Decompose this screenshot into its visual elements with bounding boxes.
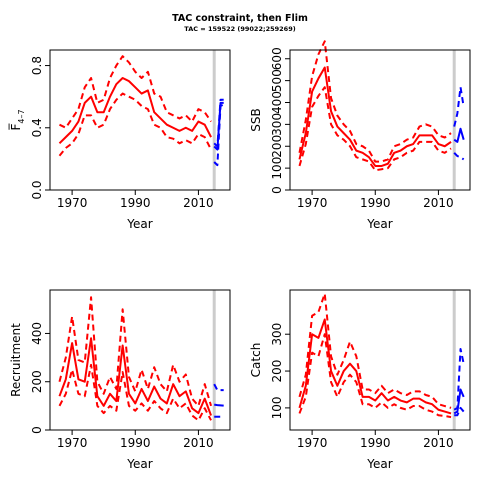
projection-lower-line <box>213 103 225 167</box>
history-lower-line <box>58 363 212 422</box>
chart-recruitment: 1970 1990 2010 0 200 400 Year Recruitment <box>9 289 231 471</box>
projection-estimate-line <box>453 127 465 143</box>
chart-catch: 1970 1990 2010 100 200 300 Year Catch <box>249 289 471 471</box>
x-axis-label: Year <box>126 217 152 231</box>
history-upper-line <box>298 292 452 409</box>
y-axis-label: Catch <box>249 343 263 378</box>
y-axis-label-subscript: 4–7 <box>17 109 26 123</box>
x-tick-label: 2010 <box>423 196 454 210</box>
history-estimate-line <box>298 318 452 415</box>
plot-frame <box>289 49 471 191</box>
panels: 1970 1990 2010 0.0 0.4 0.8 Year F̅4–7 1970 1990 20… <box>8 40 471 471</box>
history-upper-line <box>59 55 212 129</box>
x-tick-label: 2010 <box>183 196 214 210</box>
y-tick-label: 500 <box>270 69 284 92</box>
projection-upper-line <box>213 98 224 148</box>
history-lower-line <box>298 333 452 419</box>
plot-frame <box>49 49 231 191</box>
y-tick-label: 400 <box>270 91 284 114</box>
y-tick-label: 600 <box>270 47 284 70</box>
x-tick-label: 1970 <box>297 436 328 450</box>
x-tick-label: 1990 <box>120 196 151 210</box>
y-tick-label: 300 <box>270 323 284 346</box>
x-tick-label: 1990 <box>360 196 391 210</box>
history-upper-line <box>298 40 452 163</box>
x-tick-label: 1970 <box>57 196 88 210</box>
y-tick-label: 100 <box>270 157 284 180</box>
plot-frame <box>289 289 471 431</box>
x-tick-label: 2010 <box>183 436 214 450</box>
y-tick-label: 300 <box>270 113 284 136</box>
y-tick-label: 0 <box>270 186 284 194</box>
y-tick-label: 100 <box>270 396 284 419</box>
y-tick-label: 200 <box>30 370 44 393</box>
y-axis-label: Recruitment <box>9 323 23 397</box>
figure-subtitle: TAC = 159522 (99022;259269) <box>184 25 295 33</box>
projection-upper-line <box>453 347 465 411</box>
x-axis-label: Year <box>126 457 152 471</box>
history-lower-line <box>298 86 452 172</box>
y-tick-label: 200 <box>270 135 284 158</box>
y-tick-label: 0.0 <box>30 180 44 199</box>
projection-estimate-line <box>453 388 465 415</box>
history-estimate-line <box>58 337 212 416</box>
history-upper-line <box>58 296 213 407</box>
history-estimate-line <box>58 77 212 145</box>
projection-upper-line <box>213 383 224 392</box>
x-axis-label: Year <box>366 217 392 231</box>
y-tick-label: 0.8 <box>30 56 44 75</box>
projection-lower-line <box>453 152 465 161</box>
x-tick-label: 1990 <box>360 436 391 450</box>
y-tick-label: 400 <box>30 322 44 345</box>
history-lower-line <box>58 92 212 157</box>
x-tick-label: 1990 <box>120 436 151 450</box>
plot-frame <box>49 289 231 431</box>
y-tick-label: 200 <box>270 360 284 383</box>
y-axis-label: SSB <box>249 108 263 131</box>
x-tick-label: 1970 <box>297 196 328 210</box>
x-tick-label: 1970 <box>57 436 88 450</box>
projection-lower-line <box>454 406 465 417</box>
x-axis-label: Year <box>366 457 392 471</box>
y-tick-label: 0.4 <box>30 118 44 137</box>
y-tick-label: 0 <box>30 426 44 434</box>
y-axis-label-main: F̅ <box>8 123 23 131</box>
y-axis-label: F̅4–7 <box>8 109 26 130</box>
figure-title: TAC constraint, then Flim <box>172 13 308 24</box>
history-estimate-line <box>298 66 452 167</box>
x-tick-label: 2010 <box>423 436 454 450</box>
chart-f: 1970 1990 2010 0.0 0.4 0.8 Year F̅4–7 <box>8 49 231 231</box>
projection-estimate-line <box>214 403 224 407</box>
